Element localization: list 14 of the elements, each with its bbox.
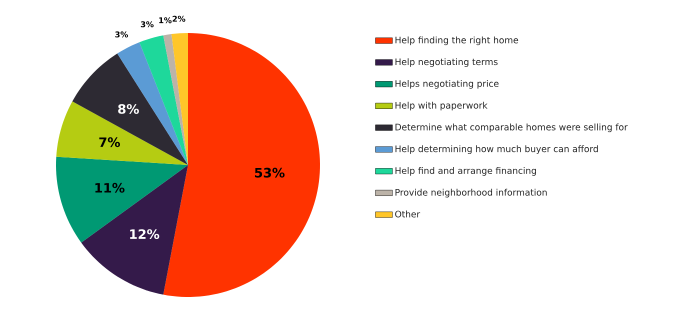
legend-label: Help negotiating terms (396, 58, 498, 67)
legend-label: Helps negotiating price (396, 80, 499, 89)
legend-label: Help determining how much buyer can afford (396, 145, 598, 154)
legend-label: Other (395, 210, 420, 218)
data-label: 12% (130, 229, 160, 239)
legend-label: Help find and arrange financing (396, 167, 536, 176)
legend-label: Help with paperwork (396, 102, 488, 110)
data-label: 53% (254, 168, 285, 178)
legend-label: Determine what comparable homes were selling for (396, 124, 628, 132)
data-label: 8% (118, 104, 139, 114)
legend-label: Provide neighborhood information (396, 188, 547, 198)
legend-label: Help finding the right home (396, 36, 518, 46)
data-label: 11% (95, 182, 125, 193)
data-label: 7% (99, 137, 120, 148)
